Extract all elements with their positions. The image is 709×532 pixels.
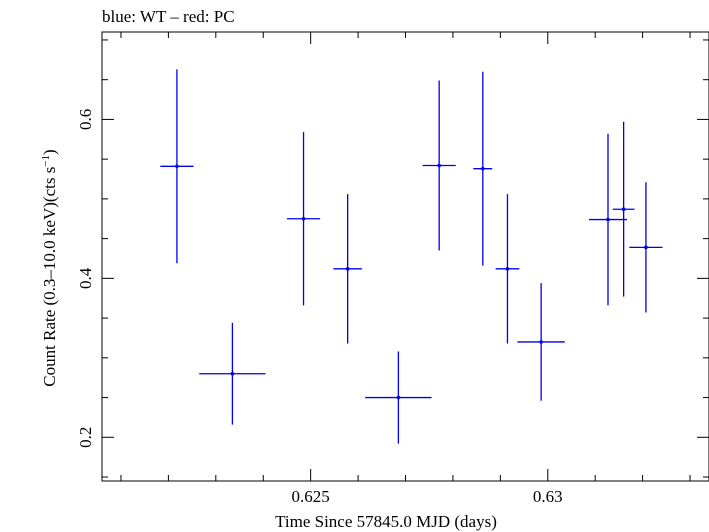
data-point <box>365 351 432 444</box>
data-point <box>495 194 520 344</box>
point-marker <box>539 340 543 344</box>
data-point <box>629 182 663 313</box>
point-marker <box>480 166 485 171</box>
chart-title: blue: WT – red: PC <box>102 7 235 26</box>
data-point <box>286 132 321 306</box>
x-axis-label: Time Since 57845.0 MJD (days) <box>275 512 497 531</box>
point-marker <box>505 267 510 271</box>
point-marker <box>437 163 441 168</box>
data-point <box>473 71 493 266</box>
point-marker <box>345 267 350 271</box>
data-point <box>517 283 565 401</box>
data-point <box>589 133 627 306</box>
point-marker <box>606 217 610 222</box>
axes: 0.2 0.4 0.6 0.625 0.63 <box>76 31 709 506</box>
point-marker <box>230 371 235 376</box>
data-point <box>422 80 456 251</box>
data-point <box>160 69 194 264</box>
point-marker <box>396 395 401 400</box>
point-marker <box>301 216 306 221</box>
y-tick-label: 0.6 <box>76 109 95 130</box>
point-marker <box>175 164 179 169</box>
point-marker <box>644 245 648 250</box>
y-tick-label: 0.2 <box>76 427 95 448</box>
data-points <box>160 69 663 444</box>
x-tick-label: 0.63 <box>533 487 563 506</box>
data-point <box>612 121 635 297</box>
x-tick-label: 0.625 <box>292 487 330 506</box>
data-point <box>333 194 362 344</box>
data-point <box>199 322 266 425</box>
point-marker <box>621 207 626 212</box>
y-axis-label: Count Rate (0.3–10.0 keV)(cts s−1) <box>40 149 59 386</box>
y-tick-label: 0.4 <box>76 267 95 289</box>
plot-frame <box>101 31 709 482</box>
